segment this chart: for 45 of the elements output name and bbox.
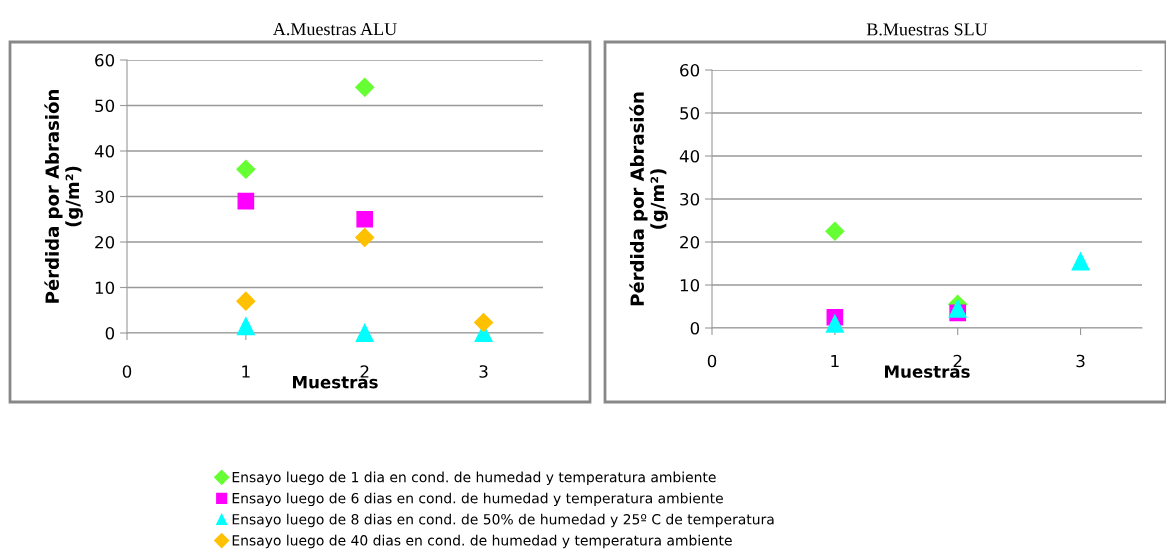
y-tick-label: 10 <box>95 281 115 295</box>
point <box>236 291 256 311</box>
x-tick-label: 1 <box>831 354 839 368</box>
point <box>355 77 375 97</box>
x-tick-label: 3 <box>1076 354 1085 368</box>
point <box>355 323 374 343</box>
y-tick-label: 0 <box>690 321 700 335</box>
y-tick-label: 60 <box>680 63 700 77</box>
point <box>237 192 255 210</box>
point <box>825 221 845 241</box>
y-tick-label: 0 <box>105 326 115 340</box>
point <box>356 210 374 228</box>
x-axis-title: Muestras <box>885 365 970 378</box>
point <box>236 159 256 179</box>
y-tick-label: 60 <box>95 53 115 67</box>
x-tick-label: 3 <box>479 365 488 378</box>
legend-label: Ensayo luego de 6 dias en cond. de humedad y temperatura ambiente <box>232 492 723 507</box>
x-axis-title: Muestras <box>293 376 378 389</box>
x-tick-label: 2 <box>953 354 962 368</box>
y-tick-label: 30 <box>95 190 115 204</box>
y-axis-title: Pérdida por Abrasión (g/m²) <box>44 90 83 303</box>
x-tick-label: 0 <box>122 365 132 378</box>
y-tick-label: 20 <box>680 235 700 249</box>
x-tick-label: 0 <box>707 354 717 368</box>
point <box>474 313 494 333</box>
legend-label: Ensayo luego de 8 dias en cond. de 50% de humedad y 25º C de temperatura <box>232 513 774 528</box>
y-tick-label: 40 <box>679 149 700 163</box>
y-tick-label: 10 <box>680 278 700 292</box>
legend-label: Ensayo luego de 1 dia en cond. de humedad y temperatura ambiente <box>232 471 716 486</box>
y-tick-label: 50 <box>95 99 115 113</box>
x-tick-label: 1 <box>242 365 250 378</box>
legend-label: Ensayo luego de 40 dias en cond. de humedad y temperatura ambiente <box>232 534 732 549</box>
y-axis-title: Pérdida por Abrasión (g/m²) <box>629 92 668 306</box>
point <box>1071 252 1090 271</box>
point <box>825 314 844 333</box>
y-tick-label: 40 <box>94 144 115 158</box>
y-tick-label: 30 <box>680 192 700 206</box>
point <box>236 317 255 336</box>
y-tick-label: 50 <box>680 106 700 120</box>
x-tick-label: 2 <box>360 365 369 378</box>
y-tick-label: 20 <box>95 235 115 249</box>
point <box>355 227 375 247</box>
chart-title: B.Muestras SLU <box>866 23 988 36</box>
point <box>948 299 967 318</box>
chart-title: A.Muestras ALU <box>272 23 397 36</box>
